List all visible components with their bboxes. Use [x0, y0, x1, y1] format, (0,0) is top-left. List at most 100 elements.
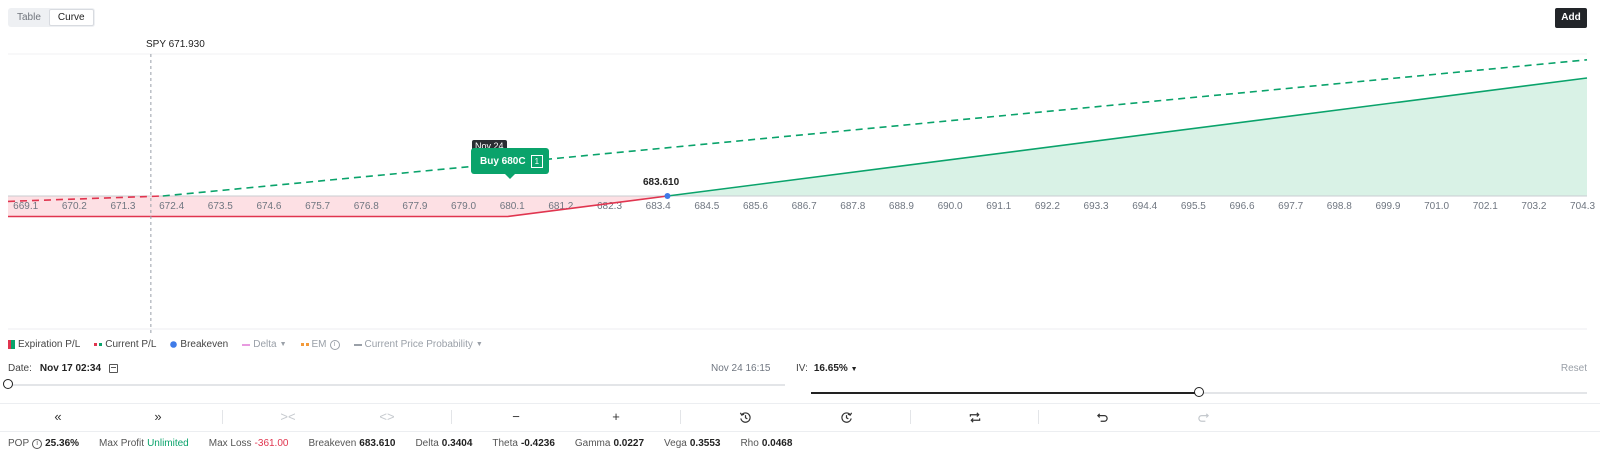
calendar-icon[interactable]: [109, 364, 119, 373]
swap-icon[interactable]: [960, 407, 990, 427]
toolbar-divider-top: [0, 403, 1600, 404]
spot-price-label: SPY 671.930: [146, 39, 205, 50]
toolbar-separator: [910, 410, 911, 424]
x-tick-label: 669.1: [13, 201, 38, 212]
max-loss-value: -361.00: [254, 438, 289, 449]
em-info-icon[interactable]: i: [329, 339, 340, 350]
toolbar-separator: [222, 410, 223, 424]
time-forward-icon[interactable]: [831, 407, 861, 427]
max-profit-label: Max Profit: [99, 438, 145, 449]
breakeven-stat-label: Breakeven: [308, 438, 357, 449]
zoom-out-range-icon[interactable]: <>: [379, 409, 395, 424]
table-view-button[interactable]: Table: [17, 12, 41, 23]
plus-icon[interactable]: +: [612, 409, 620, 424]
undo-icon[interactable]: [1087, 407, 1117, 427]
iv-dropdown[interactable]: 16.65% ▼: [814, 363, 858, 374]
max-profit-value: Unlimited: [147, 438, 189, 449]
vega-stat-value: 0.3553: [689, 438, 721, 449]
time-back-icon[interactable]: [730, 407, 760, 427]
iv-slider-fill: [811, 392, 1199, 394]
stat-gamma: Gamma 0.0227: [575, 438, 644, 449]
rho-stat-label: Rho: [740, 438, 759, 449]
x-tick-label: 688.9: [889, 201, 914, 212]
minus-icon[interactable]: −: [512, 409, 520, 424]
redo-icon[interactable]: [1188, 407, 1218, 427]
stat-pop: POP i 25.36%: [8, 438, 79, 449]
delta-swatch-icon: [242, 343, 251, 346]
loss-area: [8, 196, 668, 217]
strategy-stats: POP i 25.36% Max Profit Unlimited Max Lo…: [8, 438, 812, 449]
legend-breakeven[interactable]: Breakeven: [170, 339, 228, 350]
iv-control: IV: 16.65% ▼: [796, 363, 858, 374]
legend-em-label: EM: [311, 339, 327, 350]
delta-stat-value: 0.3404: [441, 438, 473, 449]
add-button[interactable]: Add: [1555, 8, 1587, 28]
stat-delta: Delta 0.3404: [415, 438, 472, 449]
theta-stat-label: Theta: [492, 438, 518, 449]
x-tick-label: 675.7: [305, 201, 330, 212]
theta-stat-value: -0.4236: [520, 438, 555, 449]
reset-button[interactable]: Reset: [1560, 363, 1587, 374]
curve-view-button[interactable]: Curve: [48, 9, 94, 26]
x-tick-label: 677.9: [402, 201, 427, 212]
chart-legend: Expiration P/L Current P/L Breakeven Del…: [8, 339, 483, 350]
x-axis-ticks: 669.1 670.2 671.3 672.4 673.5 674.6 675.7 676.8…: [13, 201, 1595, 212]
delta-dropdown-icon: ▼: [279, 341, 287, 348]
pop-label: POP: [8, 438, 30, 449]
toolbar-separator: [680, 410, 681, 424]
x-tick-label: 670.2: [62, 201, 87, 212]
x-tick-label: 679.0: [451, 201, 476, 212]
zoom-in-range-icon[interactable]: ><: [280, 409, 296, 424]
breakeven-label: 683.610: [643, 177, 680, 188]
legend-current-price-probability[interactable]: Current Price Probability ▼: [353, 339, 483, 350]
x-tick-label: 703.2: [1521, 201, 1546, 212]
toolbar-divider-bottom: [0, 431, 1600, 432]
date-slider-knob[interactable]: [3, 379, 13, 389]
tooltip-arrow: [505, 174, 515, 179]
x-tick-label: 671.3: [110, 201, 135, 212]
x-tick-label: 684.5: [694, 201, 719, 212]
stat-vega: Vega 0.3553: [664, 438, 720, 449]
probability-swatch-icon: [353, 343, 362, 346]
em-swatch-icon: [300, 343, 309, 346]
legend-delta[interactable]: Delta ▼: [242, 339, 287, 350]
date-slider-track[interactable]: [8, 384, 785, 386]
pop-value: 25.36%: [45, 438, 80, 449]
x-tick-label: 687.8: [840, 201, 865, 212]
date-control: Date: Nov 17 02:34: [8, 363, 119, 374]
x-tick-label: 685.6: [743, 201, 768, 212]
x-tick-label: 701.0: [1424, 201, 1449, 212]
x-tick-label: 690.0: [938, 201, 963, 212]
scroll-right-icon[interactable]: »: [154, 409, 162, 424]
legend-em[interactable]: EM i: [300, 339, 340, 350]
vega-stat-label: Vega: [664, 438, 687, 449]
x-tick-label: 681.2: [548, 201, 573, 212]
x-tick-label: 674.6: [256, 201, 281, 212]
stat-breakeven: Breakeven 683.610: [308, 438, 395, 449]
x-tick-label: 702.1: [1473, 201, 1498, 212]
x-tick-label: 691.1: [986, 201, 1011, 212]
legend-delta-label: Delta: [253, 339, 277, 350]
iv-slider-knob[interactable]: [1194, 387, 1204, 397]
expiration-pl-line-profit: [667, 77, 1588, 197]
x-tick-label: 683.4: [646, 201, 671, 212]
pop-info-icon[interactable]: i: [32, 438, 43, 449]
x-tick-label: 696.6: [1229, 201, 1254, 212]
scroll-left-icon[interactable]: «: [54, 409, 62, 424]
expiration-pl-swatch-icon: [8, 340, 15, 349]
gamma-stat-value: 0.0227: [613, 438, 645, 449]
pl-chart[interactable]: 669.1 670.2 671.3 672.4 673.5 674.6 675.7 676.8…: [0, 0, 1600, 340]
position-label: Buy 680C: [480, 155, 526, 167]
expiration-pl-line-loss: [8, 195, 668, 218]
legend-expiration-pl[interactable]: Expiration P/L: [8, 339, 80, 350]
breakeven-marker: [664, 193, 671, 199]
iv-dropdown-icon: ▼: [850, 366, 858, 373]
current-pl-swatch-icon: [94, 342, 103, 346]
position-tooltip[interactable]: Buy 680C 1: [471, 148, 549, 174]
iv-value: 16.65%: [813, 363, 848, 374]
legend-current-pl[interactable]: Current P/L: [94, 339, 156, 350]
stat-max-loss: Max Loss -361.00: [209, 438, 289, 449]
current-pl-line-loss: [7, 195, 163, 203]
x-tick-label: 672.4: [159, 201, 184, 212]
legend-expiration-pl-label: Expiration P/L: [18, 339, 81, 350]
